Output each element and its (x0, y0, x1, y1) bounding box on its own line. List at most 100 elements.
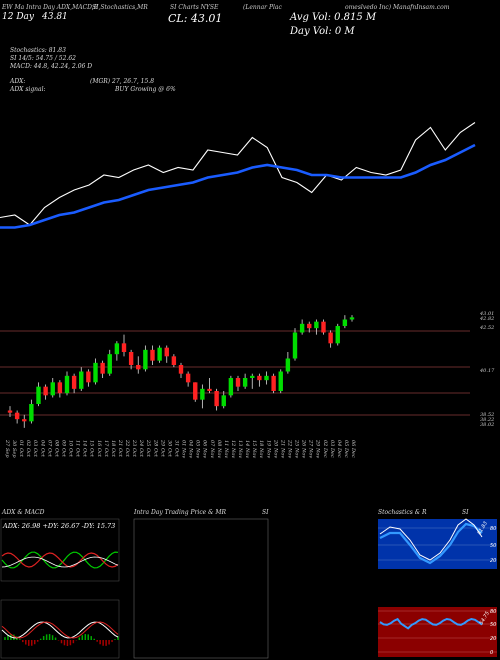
x-tick-label: 07 Nov (209, 440, 215, 458)
candle-body (157, 347, 162, 361)
candle-body (164, 347, 169, 357)
x-tick-label: 06 Nov (202, 440, 208, 458)
header-line1: EW Ma Intra Day ADX,MACD,B (2, 4, 99, 11)
x-tick-label: 31 Oct (173, 440, 179, 458)
macd-readout: MACD: 44.8, 42.24, 2.06 D (10, 63, 93, 70)
header-line1e: omeslvedo Inc) ManafnInsam.com (345, 4, 450, 11)
candle-body (171, 356, 177, 365)
candle-body (64, 375, 70, 394)
x-tick-label: 08 Oct (53, 440, 59, 458)
price-ema-chart (0, 122, 476, 229)
adx-panel-title: ADX & MACD (2, 509, 45, 516)
x-tick-label: 07 Oct (46, 440, 52, 458)
y-tick-label: 38.02 (480, 422, 494, 428)
stoch-lines: 80 50 20 81.83 (378, 518, 497, 565)
candle-body (136, 365, 141, 370)
x-tick-label: 05 Nov (195, 440, 201, 458)
candle-body (107, 354, 112, 374)
x-tick-label: 09 Oct (60, 440, 66, 458)
x-tick-label: 02 Dec (322, 440, 328, 458)
x-tick-label: 27 Sep (4, 439, 10, 458)
y-tick-label: 42.52 (479, 325, 494, 331)
candle-body (221, 395, 226, 407)
macd-lines (1, 621, 119, 646)
candle-body (7, 410, 13, 413)
candle-body (193, 382, 198, 400)
x-tick-label: 05 Dec (343, 440, 349, 458)
x-tick-label: 15 Nov (251, 440, 257, 458)
x-tick-label: 03 Oct (32, 440, 38, 458)
x-tick-label: 14 Oct (82, 440, 88, 458)
x-tick-label: 16 Oct (96, 440, 102, 458)
candle-body (242, 378, 248, 387)
x-tick-label: 13 Nov (237, 440, 243, 458)
day-value: 43.81 (42, 12, 68, 22)
y-tick-label: 38.52 (480, 412, 494, 418)
x-tick-label: 03 Dec (329, 440, 335, 458)
x-tick-label: 24 Oct (138, 439, 144, 458)
x-tick-label: 20 Nov (272, 439, 278, 458)
adx-lines (1, 551, 119, 569)
plus-di-line (1, 551, 119, 569)
candle-body (86, 371, 91, 383)
x-tick-label: 29 Oct (159, 439, 165, 458)
adx-values: (MGR) 27, 26.7, 15.8 (90, 78, 155, 85)
stochastics-readout: Stochastics: 81.83 (10, 47, 66, 54)
x-tick-label: 17 Oct (103, 440, 109, 458)
y-tick-label: 40.17 (479, 368, 495, 374)
candle-body (29, 404, 34, 422)
candle-body (71, 375, 77, 389)
candle-body (292, 332, 298, 359)
price-line (0, 122, 476, 226)
candle-body (43, 386, 48, 396)
candle-body (50, 382, 55, 396)
stoch-value-tag: 81.83 (477, 521, 489, 536)
candle-body (257, 375, 262, 381)
x-tick-label: 04 Oct (39, 440, 45, 458)
stoch-k-line (379, 518, 483, 561)
stoch-tick-label: 20 (490, 558, 496, 564)
x-tick-label: 12 Nov (230, 440, 236, 458)
x-tick-label: 14 Nov (244, 440, 250, 458)
x-tick-label: 15 Oct (89, 440, 95, 458)
day-volume: Day Vol: 0 M (290, 26, 355, 37)
candle-body (143, 349, 148, 370)
ema-line (0, 143, 476, 229)
candle-body (228, 378, 234, 396)
candle-body (79, 371, 84, 389)
candle-body (185, 373, 191, 383)
x-tick-label: 21 Oct (117, 439, 123, 458)
candle-body (342, 319, 348, 326)
candle-body (271, 375, 276, 391)
stoch-panel-bg (378, 519, 497, 569)
x-tick-label: 08 Nov (216, 440, 222, 458)
x-tick-label: 26 Nov (301, 439, 307, 458)
x-tick-label: 22 Oct (124, 439, 130, 458)
avg-volume: Avg Vol: 0.815 M (290, 12, 377, 23)
y-tick-label: 43.01 (479, 311, 494, 317)
candle-body (214, 391, 219, 407)
x-tick-label: 01 Oct (18, 440, 24, 458)
candle-body (314, 321, 319, 329)
x-tick-label: 23 Oct (131, 439, 137, 458)
rsi-tick-label: 50 (490, 622, 496, 628)
x-tick-label: 04 Nov (188, 440, 194, 458)
header-line1d: (Lennar Plac (243, 4, 282, 11)
candle-body (335, 326, 340, 344)
candle-body (264, 375, 269, 381)
rsi-line (379, 617, 483, 630)
x-tick-label: 06 Dec (350, 440, 356, 458)
rsi-tick-label: 20 (490, 636, 496, 642)
intra-panel-title: Intra Day Trading Price & MR (134, 509, 227, 516)
x-tick-label: 28 Oct (152, 439, 158, 458)
rsi-panel-bg (378, 607, 497, 657)
stoch-panel-title-si: SI (462, 509, 469, 516)
candle-body (22, 419, 27, 422)
x-tick-label: 10 Oct (68, 440, 74, 458)
candle-body (278, 371, 283, 391)
macd-line (1, 621, 119, 639)
y-tick-label: 42.82 (479, 316, 494, 322)
stoch-panel-title: Stochastics & R (378, 509, 427, 516)
macd-signal-line (1, 621, 119, 639)
